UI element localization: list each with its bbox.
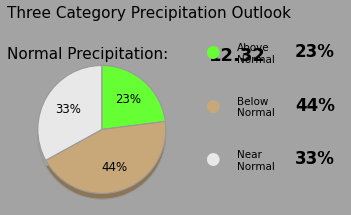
Text: 44%: 44% [101, 161, 127, 174]
Text: Above
Normal: Above Normal [237, 43, 275, 64]
Text: Near
Normal: Near Normal [237, 150, 275, 172]
Wedge shape [46, 121, 166, 194]
Wedge shape [46, 127, 166, 199]
Text: 12.32: 12.32 [209, 47, 266, 65]
Text: 33%: 33% [295, 150, 335, 169]
Text: Below
Normal: Below Normal [237, 97, 275, 118]
Text: 33%: 33% [55, 103, 81, 116]
Wedge shape [38, 71, 102, 166]
Wedge shape [102, 71, 165, 135]
Text: Normal Precipitation:: Normal Precipitation: [7, 47, 173, 62]
Text: ●: ● [205, 43, 220, 61]
Wedge shape [102, 66, 165, 129]
Wedge shape [38, 66, 102, 160]
Text: 23%: 23% [115, 93, 141, 106]
Text: 44%: 44% [295, 97, 335, 115]
Text: Three Category Precipitation Outlook: Three Category Precipitation Outlook [7, 6, 291, 22]
Text: 23%: 23% [295, 43, 335, 61]
Text: ●: ● [205, 150, 220, 169]
Text: ●: ● [205, 97, 220, 115]
